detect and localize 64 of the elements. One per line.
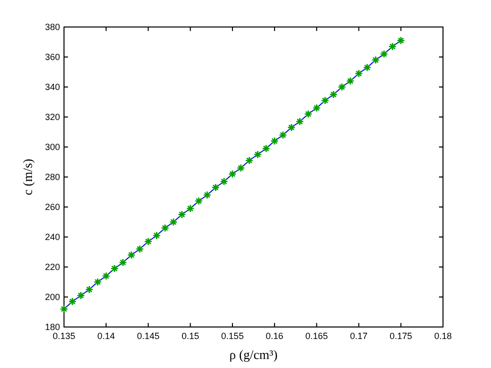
point — [312, 104, 321, 112]
x-tick-label: 0.165 — [305, 331, 328, 341]
point — [60, 304, 68, 314]
point — [304, 110, 312, 118]
x-tick-label: 0.135 — [52, 331, 76, 341]
y-tick-label: 300 — [44, 142, 60, 152]
y-tick-label: 360 — [44, 52, 60, 62]
point — [76, 291, 85, 300]
y-tick-label: 380 — [44, 22, 60, 32]
point — [118, 258, 128, 267]
y-tick-label: 260 — [44, 202, 60, 212]
y-tick-label: 200 — [44, 292, 60, 302]
x-tick-label: 0.15 — [182, 331, 200, 341]
y-axis-title: c (m/s) — [20, 158, 35, 196]
point — [144, 237, 152, 246]
point — [270, 136, 279, 146]
point — [152, 231, 161, 240]
point — [203, 190, 212, 200]
point — [236, 164, 246, 172]
point — [228, 170, 237, 178]
point — [85, 285, 94, 294]
point — [396, 36, 406, 45]
point — [127, 250, 136, 260]
point — [186, 204, 194, 213]
y-tick-label: 220 — [44, 262, 60, 272]
point — [262, 144, 270, 153]
point — [68, 297, 77, 306]
point — [320, 96, 330, 105]
x-axis-title: ρ (g/cm³) — [229, 347, 278, 362]
point — [278, 130, 288, 140]
x-tick-label: 0.145 — [136, 331, 160, 341]
point — [363, 63, 372, 72]
point — [371, 56, 380, 64]
y-tick-label: 280 — [44, 172, 60, 182]
point — [211, 183, 220, 192]
x-tick-label: 0.14 — [97, 331, 115, 341]
point — [245, 156, 254, 165]
y-tick-label: 240 — [44, 232, 60, 242]
point — [254, 150, 262, 159]
point — [194, 196, 203, 206]
point — [178, 210, 186, 219]
point — [169, 218, 178, 226]
point — [220, 177, 228, 186]
point — [287, 123, 296, 132]
y-tick-label: 340 — [44, 82, 60, 92]
point — [102, 272, 110, 280]
point — [296, 117, 304, 126]
point — [354, 69, 363, 78]
point — [160, 224, 170, 232]
y-tick-label: 180 — [44, 322, 60, 332]
point — [346, 76, 355, 86]
x-tick-label: 0.155 — [221, 331, 244, 341]
point — [338, 82, 346, 92]
point — [388, 42, 397, 51]
x-tick-label: 0.16 — [266, 331, 284, 341]
point — [329, 90, 338, 99]
y-tick-label: 320 — [44, 112, 60, 122]
point — [380, 50, 388, 58]
point — [136, 244, 144, 254]
point — [110, 264, 119, 273]
x-tick-label: 0.18 — [434, 331, 452, 341]
x-tick-label: 0.175 — [390, 331, 412, 341]
x-tick-label: 0.17 — [350, 331, 368, 341]
point — [94, 278, 102, 286]
